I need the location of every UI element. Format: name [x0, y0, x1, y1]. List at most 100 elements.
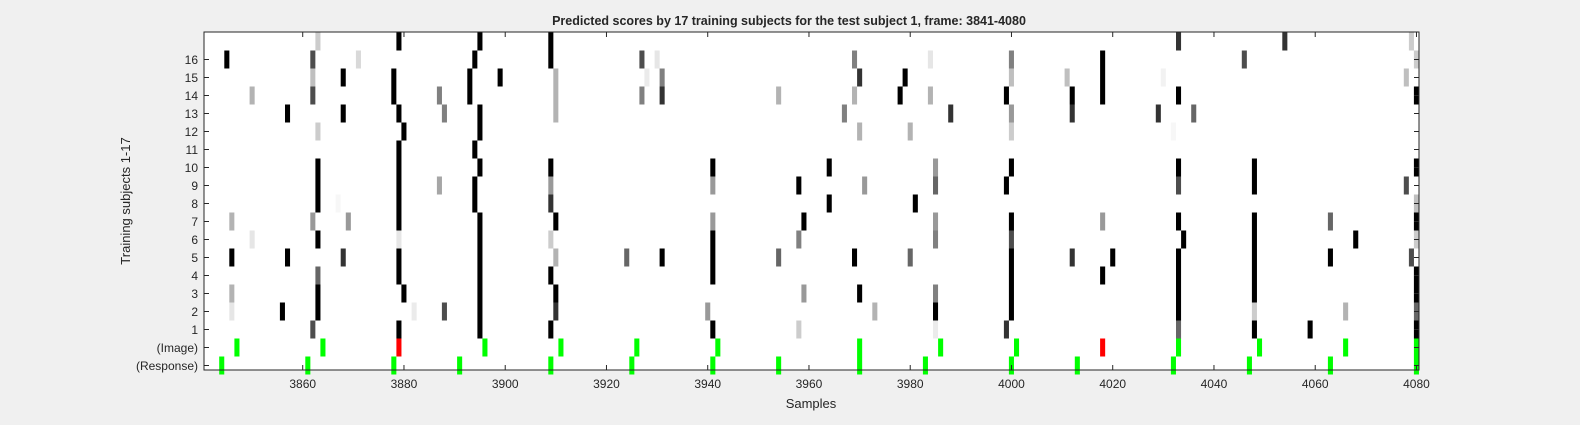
score-cell-subject-12-4032 [1170, 122, 1176, 141]
score-cell-subject-11-3879 [396, 140, 402, 159]
score-cell-subject-14-3927 [639, 86, 645, 105]
score-cell-subject-1-3941 [710, 320, 716, 339]
score-cell-subject-7-3959 [801, 212, 807, 231]
score-cell-subject-4-4033 [1176, 266, 1182, 285]
score-cell-subject-13-4000 [1008, 104, 1014, 123]
score-cell-subject-4-3909 [548, 266, 554, 285]
y-tick-label: (Image) [157, 341, 198, 355]
score-cell-subject-1-3895 [477, 320, 483, 339]
y-tick-label: 2 [191, 305, 198, 319]
score-cell-subject-12-3880 [401, 122, 407, 141]
score-cell-subject-10-3879 [396, 158, 402, 177]
plot-area [204, 32, 1419, 370]
score-cell-subject-5-3846 [229, 248, 235, 267]
score-cell-subject-6-4068 [1353, 230, 1359, 249]
score-cell-subject-2-3985 [933, 302, 939, 321]
score-cell-subject-2-4048 [1251, 302, 1257, 321]
score-cell-subject-3-3959 [801, 284, 807, 303]
image-error-event-4018 [1100, 338, 1106, 357]
image-event-3986 [938, 338, 944, 357]
y-tick-label: 5 [191, 251, 198, 265]
score-cell-subject-1-4048 [1251, 320, 1257, 339]
x-tick-label: 3860 [289, 377, 316, 391]
score-cell-subject-14-3850 [249, 86, 255, 105]
score-cell-subject-16-3862 [310, 50, 316, 69]
score-cell-subject-8-3867 [335, 194, 341, 213]
score-cell-subject-7-3941 [710, 212, 716, 231]
y-tick-label: 13 [185, 107, 199, 121]
score-cell-subject-5-4048 [1251, 248, 1257, 267]
score-cell-subject-14-3893 [467, 86, 473, 105]
score-cell-subject-1-3958 [796, 320, 802, 339]
score-cell-subject-2-3882 [411, 302, 417, 321]
score-cell-subject-13-3857 [285, 104, 291, 123]
score-cell-subject-1-3862 [310, 320, 316, 339]
score-cell-subject-9-3958 [796, 176, 802, 195]
score-cell-subject-7-3895 [477, 212, 483, 231]
image-event-3864 [320, 338, 326, 357]
score-cell-subject-10-3909 [548, 158, 554, 177]
score-cell-subject-17-4033 [1176, 32, 1182, 51]
score-cell-subject-2-3940 [705, 302, 711, 321]
score-cell-subject-3-3985 [933, 284, 939, 303]
score-cell-subject-16-4018 [1100, 50, 1106, 69]
score-cell-subject-5-3910 [553, 248, 559, 267]
score-cell-subject-1-3985 [933, 320, 939, 339]
y-tick-label: 3 [191, 287, 198, 301]
score-cell-subject-15-3931 [659, 68, 665, 87]
y-axis-ticks: 16 15 14 13 12 11 10 9 8 7 6 5 4 3 2 1 (Image) (Response) [136, 53, 1419, 373]
score-cell-subject-2-4033 [1176, 302, 1182, 321]
image-event-3942 [715, 338, 721, 357]
score-cell-subject-13-3868 [340, 104, 346, 123]
score-cell-subject-5-4079 [1408, 248, 1414, 267]
score-cell-subject-7-4000 [1008, 212, 1014, 231]
response-event-4063 [1327, 356, 1333, 375]
score-cell-subject-4-3863 [315, 266, 321, 285]
score-cell-subject-13-3967 [841, 104, 847, 123]
score-cell-subject-8-3894 [472, 194, 478, 213]
x-tick-label: 4020 [1099, 377, 1126, 391]
score-cell-subject-14-3878 [391, 86, 397, 105]
score-cell-subject-5-4063 [1327, 248, 1333, 267]
score-cell-subject-7-3879 [396, 212, 402, 231]
score-cell-subject-2-3863 [315, 302, 321, 321]
score-cell-subject-10-4033 [1176, 158, 1182, 177]
score-cell-subject-12-3970 [857, 122, 863, 141]
response-event-3891 [457, 356, 463, 375]
score-cell-subject-13-4029 [1155, 104, 1161, 123]
score-cell-subject-5-3941 [710, 248, 716, 267]
score-cell-subject-9-3909 [548, 176, 554, 195]
score-cell-subject-8-3981 [912, 194, 918, 213]
score-cell-subject-16-3927 [639, 50, 645, 69]
score-cell-subject-9-3941 [710, 176, 716, 195]
score-cell-subject-3-4000 [1008, 284, 1014, 303]
score-cell-subject-9-3894 [472, 176, 478, 195]
image-event-4033 [1176, 338, 1182, 357]
y-tick-label: 7 [191, 215, 198, 229]
score-cell-subject-9-3999 [1003, 176, 1009, 195]
score-cell-subject-15-3970 [857, 68, 863, 87]
score-cell-subject-10-3863 [315, 158, 321, 177]
response-event-4047 [1246, 356, 1252, 375]
image-event-4049 [1257, 338, 1263, 357]
score-cell-subject-4-4048 [1251, 266, 1257, 285]
score-cell-subject-1-4033 [1176, 320, 1182, 339]
score-cell-subject-5-3924 [624, 248, 630, 267]
x-tick-label: 3940 [694, 377, 721, 391]
score-cell-subject-5-4020 [1110, 248, 1116, 267]
score-cell-subject-15-4018 [1100, 68, 1106, 87]
score-cell-subject-13-3888 [441, 104, 447, 123]
score-cell-subject-15-3899 [497, 68, 503, 87]
score-cell-subject-12-4000 [1008, 122, 1014, 141]
score-cell-subject-14-3862 [310, 86, 316, 105]
score-cell-subject-1-4059 [1307, 320, 1313, 339]
score-cell-subject-6-3895 [477, 230, 483, 249]
score-cell-subject-16-3871 [355, 50, 361, 69]
score-cell-subject-7-3910 [553, 212, 559, 231]
score-cell-subject-5-4033 [1176, 248, 1182, 267]
score-cell-subject-17-3895 [477, 32, 483, 51]
image-event-4001 [1014, 338, 1020, 357]
x-tick-label: 3920 [593, 377, 620, 391]
x-axis-label: Samples [786, 396, 837, 411]
